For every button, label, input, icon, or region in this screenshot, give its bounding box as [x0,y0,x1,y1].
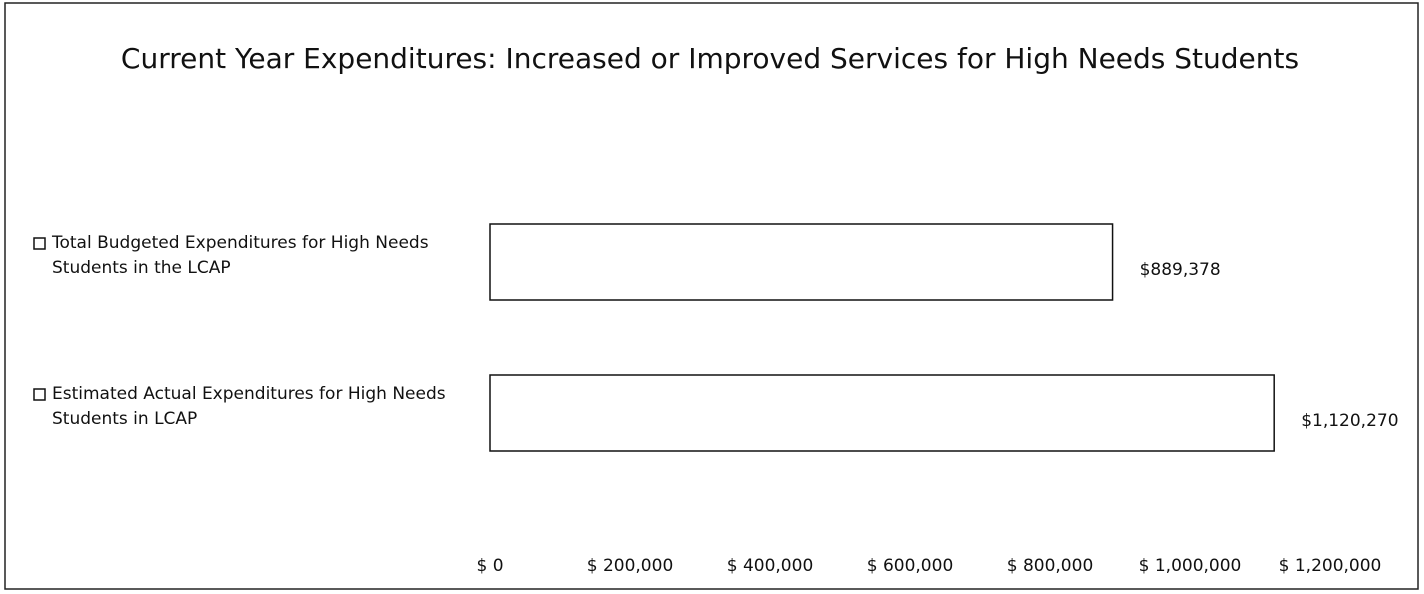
category-label: Estimated Actual Expenditures for High N… [52,384,446,429]
x-tick-label: $ 200,000 [587,556,674,576]
x-tick-label: $ 400,000 [727,556,814,576]
x-tick-label: $ 600,000 [867,556,954,576]
bar [489,223,1114,301]
x-tick-label: $ 0 [476,556,503,576]
frame [4,2,1419,590]
category-label: Total Budgeted Expenditures for High Nee… [52,233,429,278]
x-tick-label: $ 800,000 [1007,556,1094,576]
legend-marker [33,388,46,401]
x-tick-label: $ 1,000,000 [1139,556,1242,576]
x-tick-label: $ 1,200,000 [1279,556,1382,576]
bar [489,374,1275,452]
value-label: $1,120,270 [1301,411,1398,431]
legend-marker [33,237,46,250]
chart-title: Current Year Expenditures: Increased or … [120,42,1300,75]
value-label: $889,378 [1140,260,1221,280]
